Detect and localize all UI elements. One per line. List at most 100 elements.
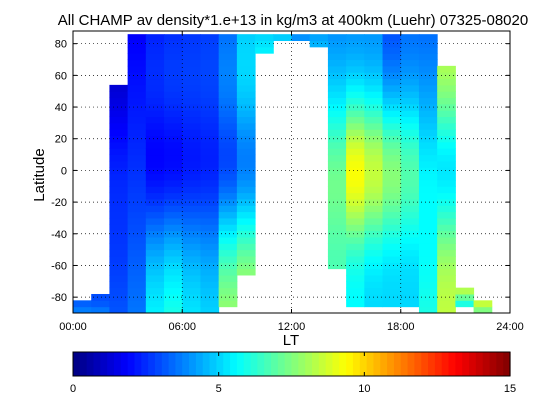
heatmap-cell bbox=[437, 122, 456, 130]
heatmap-cell bbox=[182, 129, 201, 137]
heatmap-cell bbox=[437, 103, 456, 111]
heatmap-cell bbox=[364, 186, 384, 194]
heatmap-cell bbox=[346, 249, 365, 257]
heatmap-cell bbox=[164, 116, 183, 124]
heatmap-cell bbox=[382, 78, 402, 86]
heatmap-cell bbox=[145, 72, 165, 80]
colorbar-segment bbox=[264, 352, 272, 376]
heatmap-cell bbox=[364, 173, 384, 181]
heatmap-cell bbox=[400, 173, 420, 181]
heatmap-cell bbox=[218, 179, 238, 187]
heatmap-cell bbox=[164, 192, 183, 200]
heatmap-cell bbox=[346, 129, 365, 137]
heatmap-cell bbox=[200, 78, 220, 86]
heatmap-cell bbox=[364, 59, 384, 67]
heatmap-cell bbox=[218, 173, 238, 181]
heatmap-cell bbox=[182, 122, 201, 130]
heatmap-cell bbox=[346, 230, 365, 238]
heatmap-cell bbox=[145, 141, 165, 149]
y-tick-label: 20 bbox=[55, 134, 67, 146]
heatmap-cell bbox=[200, 97, 220, 105]
heatmap-cell bbox=[218, 211, 238, 219]
heatmap-cell bbox=[218, 293, 238, 301]
colorbar-segment bbox=[318, 352, 327, 376]
heatmap-cell bbox=[145, 167, 165, 175]
heatmap-cell bbox=[364, 224, 384, 232]
heatmap-cell bbox=[127, 230, 147, 238]
colorbar: 0 5 10 15 bbox=[70, 351, 516, 395]
heatmap-cell bbox=[109, 306, 129, 314]
heatmap-cell bbox=[145, 97, 165, 105]
heatmap-cell bbox=[382, 72, 402, 80]
heatmap-cell bbox=[382, 293, 402, 301]
heatmap-cell bbox=[127, 243, 147, 251]
heatmap-cell bbox=[346, 198, 365, 206]
heatmap-cell bbox=[400, 224, 420, 232]
heatmap-cell bbox=[473, 306, 493, 314]
heatmap-cell bbox=[127, 122, 147, 130]
heatmap-cell bbox=[109, 116, 129, 124]
heatmap-cell bbox=[382, 262, 402, 270]
heatmap-cell bbox=[200, 224, 220, 232]
heatmap-cell bbox=[400, 268, 420, 276]
heatmap-cell bbox=[127, 268, 147, 276]
heatmap-cell bbox=[382, 236, 402, 244]
heatmap-cell bbox=[437, 91, 456, 99]
heatmap-cell bbox=[109, 129, 129, 137]
heatmap-cell bbox=[182, 40, 201, 48]
heatmap-cell bbox=[109, 160, 129, 168]
heatmap-cell bbox=[364, 192, 384, 200]
heatmap-cell bbox=[437, 249, 456, 257]
heatmap-cell bbox=[400, 72, 420, 80]
heatmap-cell bbox=[109, 198, 129, 206]
heatmap-cell bbox=[182, 148, 201, 156]
heatmap-cell bbox=[200, 53, 220, 61]
colorbar-segment bbox=[243, 352, 252, 376]
heatmap-cell bbox=[346, 122, 365, 130]
heatmap-cell bbox=[346, 167, 365, 175]
heatmap-cell bbox=[327, 255, 347, 263]
heatmap-cell bbox=[164, 53, 183, 61]
heatmap-cell bbox=[346, 110, 365, 118]
heatmap-cell bbox=[164, 179, 183, 187]
heatmap-cell bbox=[400, 293, 420, 301]
heatmap-cell bbox=[346, 179, 365, 187]
heatmap-cell bbox=[418, 255, 438, 263]
heatmap-cell bbox=[218, 262, 238, 270]
heatmap-cell bbox=[164, 249, 183, 257]
heatmap-cell bbox=[182, 236, 201, 244]
heatmap-cell bbox=[437, 148, 456, 156]
heatmap-cell bbox=[400, 217, 420, 225]
heatmap-cell bbox=[145, 154, 165, 162]
colorbar-segment bbox=[400, 352, 409, 376]
heatmap-cell bbox=[327, 34, 347, 42]
colorbar-segment bbox=[380, 352, 388, 376]
heatmap-cell bbox=[109, 192, 129, 200]
heatmap-cell bbox=[327, 84, 347, 92]
heatmap-cell bbox=[364, 78, 384, 86]
heatmap-cell bbox=[182, 281, 201, 289]
heatmap-cell bbox=[127, 84, 147, 92]
heatmap-cell bbox=[236, 141, 256, 149]
colorbar-segment bbox=[455, 352, 463, 376]
heatmap-cell bbox=[236, 160, 256, 168]
heatmap-cell bbox=[346, 274, 365, 282]
heatmap-cell bbox=[218, 103, 238, 111]
heatmap-cell bbox=[327, 59, 347, 67]
colorbar-ticks: 0 5 10 15 bbox=[70, 352, 516, 395]
x-axis: 00:00 06:00 12:00 18:00 24:00 bbox=[59, 31, 524, 333]
colorbar-segment bbox=[482, 352, 491, 376]
heatmap-cell bbox=[418, 84, 438, 92]
heatmap-cell bbox=[400, 84, 420, 92]
x-tick-label: 12:00 bbox=[278, 321, 306, 333]
heatmap-cell bbox=[127, 198, 147, 206]
heatmap-cell bbox=[145, 160, 165, 168]
heatmap-cell bbox=[327, 78, 347, 86]
heatmap-cell bbox=[400, 281, 420, 289]
heatmap-cell bbox=[346, 243, 365, 251]
heatmap-cell bbox=[418, 91, 438, 99]
heatmap-cell bbox=[218, 34, 238, 42]
heatmap-cell bbox=[418, 274, 438, 282]
heatmap-cell bbox=[418, 293, 438, 301]
